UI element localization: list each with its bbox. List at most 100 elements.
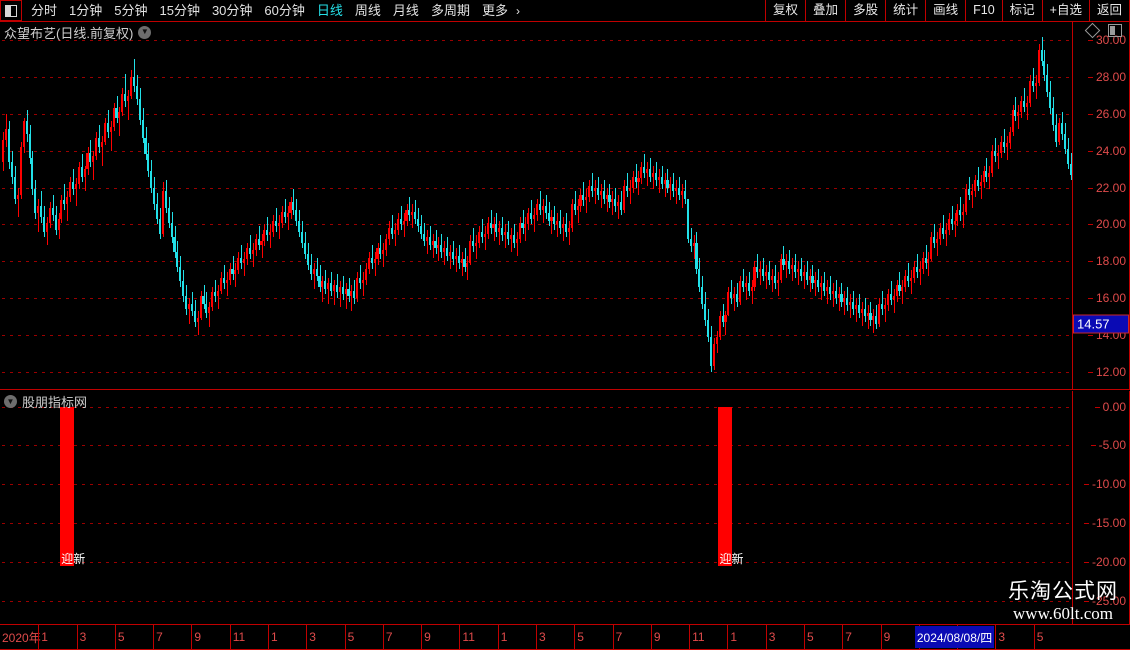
candle-body — [1060, 123, 1063, 135]
period-tab-daily[interactable]: 日线 — [316, 3, 343, 18]
date-axis-tick[interactable]: 2020年 — [2, 630, 41, 645]
date-axis-tick[interactable]: 11 — [459, 625, 497, 649]
candle-wick — [360, 264, 361, 289]
period-tab-2[interactable]: 5分钟 — [114, 3, 148, 18]
chevron-right-icon[interactable]: › — [515, 3, 520, 18]
indicator-panel-header: ▼ 股朋指标网 — [4, 392, 87, 411]
action-button-duogu[interactable]: 多股 — [845, 0, 885, 21]
candle-body — [385, 239, 388, 251]
split-panes-icon[interactable] — [1108, 24, 1122, 37]
date-axis-tick[interactable]: 3 — [995, 625, 1033, 649]
candle-body — [196, 318, 199, 322]
candle-body — [704, 303, 707, 321]
indicator-plot-area[interactable]: 迎新 迎新 — [2, 391, 1072, 624]
candle-body — [109, 126, 112, 133]
candle-body — [593, 187, 597, 192]
candle-body — [530, 213, 533, 219]
candle-wick — [473, 228, 474, 252]
date-axis-tick[interactable]: 5 — [344, 625, 383, 649]
candle-body — [591, 185, 594, 192]
period-tab-1[interactable]: 1分钟 — [69, 3, 103, 18]
date-axis-tick[interactable]: 3 — [536, 625, 574, 649]
date-axis-tick[interactable]: 5 — [804, 625, 842, 649]
candle-wick — [952, 206, 953, 230]
date-axis-tick[interactable]: 1 — [268, 625, 306, 649]
candle-wick — [189, 298, 190, 324]
period-tab-0[interactable]: 分时 — [31, 3, 58, 18]
candle-wick — [978, 167, 979, 192]
date-axis-tick[interactable]: 1 — [727, 625, 765, 649]
candle-wick — [476, 235, 477, 260]
candle-body — [686, 198, 689, 240]
split-view-icon[interactable] — [0, 0, 22, 21]
period-tab-3[interactable]: 15分钟 — [159, 3, 200, 18]
chevron-down-icon[interactable]: ▼ — [138, 25, 152, 39]
candle-body — [190, 303, 193, 311]
date-axis-tick[interactable]: 7 — [382, 625, 421, 649]
date-axis[interactable]: 2020年13579111357911135791113579111352024… — [0, 624, 1130, 650]
date-axis-tick[interactable]: 3 — [76, 625, 115, 649]
date-axis-tick[interactable]: 11 — [689, 625, 727, 649]
candle-body — [480, 231, 483, 238]
candle-body — [1008, 132, 1011, 144]
candle-wick — [93, 150, 94, 181]
candle-body — [944, 229, 947, 234]
date-axis-tick[interactable]: 3 — [765, 625, 804, 649]
candle-body — [14, 176, 17, 199]
date-axis-tick[interactable]: 9 — [880, 625, 919, 649]
candle-wick — [917, 253, 918, 278]
candle-body — [1026, 102, 1029, 107]
toolbar-spacer — [527, 0, 765, 21]
candle-body — [617, 202, 620, 206]
panel-header-icons — [1084, 22, 1122, 39]
date-axis-tick[interactable]: 7 — [612, 625, 651, 649]
candle-body — [48, 207, 51, 223]
period-tab-more[interactable]: 更多 — [481, 3, 508, 18]
action-button-f10[interactable]: F10 — [965, 0, 1002, 21]
action-button-fuquan[interactable]: 复权 — [765, 0, 805, 21]
date-axis-tick[interactable]: 1 — [497, 625, 536, 649]
candle-body — [678, 187, 681, 195]
candle-body — [956, 209, 959, 221]
candle-wick — [285, 198, 286, 223]
date-axis-tick[interactable]: 7 — [153, 625, 191, 649]
candle-body — [185, 296, 188, 310]
chevron-down-icon[interactable]: ▼ — [4, 395, 17, 408]
action-button-diejia[interactable]: 叠加 — [805, 0, 845, 21]
date-axis-tick[interactable]: 5 — [1033, 625, 1072, 649]
date-axis-tick[interactable]: 9 — [650, 625, 689, 649]
date-axis-tick[interactable]: 11 — [229, 625, 268, 649]
action-button-huaxian[interactable]: 画线 — [925, 0, 965, 21]
candle-body — [66, 196, 69, 205]
candle-body — [161, 191, 164, 234]
action-button-add-watchlist[interactable]: +自选 — [1041, 0, 1089, 21]
date-axis-tick[interactable]: 1 — [38, 625, 76, 649]
candle-body — [814, 279, 817, 284]
action-button-tongji[interactable]: 统计 — [885, 0, 925, 21]
date-axis-tick[interactable]: 9 — [421, 625, 459, 649]
indicator-panel: ▼ 股朋指标网 迎新 迎新 0.00 -5.00 -10.00 -15.00 -20.00… — [0, 391, 1130, 624]
diamond-icon[interactable] — [1084, 22, 1101, 39]
candle-body — [263, 229, 266, 241]
candle-body — [74, 183, 77, 190]
price-plot-area[interactable] — [2, 22, 1072, 389]
action-button-back[interactable]: 返回 — [1088, 0, 1130, 21]
period-tab-4[interactable]: 30分钟 — [211, 3, 253, 18]
candle-body — [695, 242, 698, 269]
candle-body — [724, 314, 727, 322]
candle-body — [298, 220, 301, 232]
period-tab-9[interactable]: 多周期 — [430, 3, 470, 18]
candle-body — [707, 320, 710, 337]
date-axis-tick[interactable]: 7 — [842, 625, 880, 649]
action-button-biaoji[interactable]: 标记 — [1001, 0, 1042, 21]
period-tab-5[interactable]: 60分钟 — [264, 3, 305, 18]
candle-body — [573, 204, 576, 210]
candle-wick — [551, 209, 552, 234]
date-axis-tick[interactable]: 5 — [574, 625, 612, 649]
candle-body — [802, 272, 805, 276]
period-tab-8[interactable]: 月线 — [392, 3, 419, 18]
date-axis-tick[interactable]: 9 — [191, 625, 229, 649]
date-axis-tick[interactable]: 3 — [306, 625, 344, 649]
date-axis-tick[interactable]: 5 — [114, 625, 153, 649]
period-tab-7[interactable]: 周线 — [354, 3, 381, 18]
